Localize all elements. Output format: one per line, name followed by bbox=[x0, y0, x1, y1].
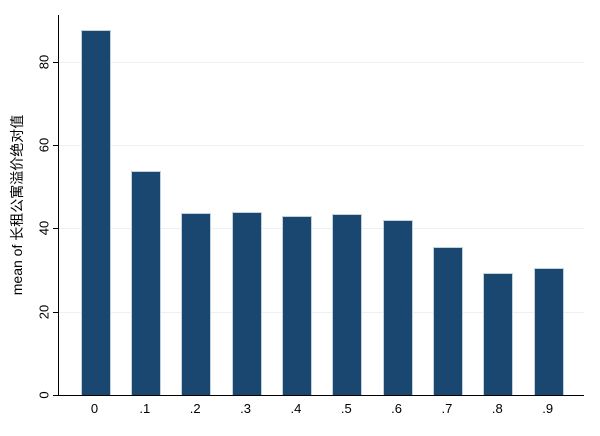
y-tick-label: 40 bbox=[36, 221, 52, 236]
gridline bbox=[59, 311, 584, 313]
y-tick-label: 60 bbox=[36, 137, 52, 153]
x-tick-label: .3 bbox=[240, 401, 251, 416]
x-tick-label: 0 bbox=[90, 401, 99, 416]
y-tick-label: 20 bbox=[36, 304, 52, 319]
x-tick-label: .7 bbox=[441, 401, 453, 416]
y-tick-label: 80 bbox=[36, 54, 52, 69]
x-tick-label: .5 bbox=[340, 401, 352, 416]
bar-.7 bbox=[432, 246, 463, 395]
bar-.9 bbox=[533, 268, 564, 395]
y-tick bbox=[53, 228, 58, 230]
bar-.5 bbox=[332, 214, 363, 395]
y-tick bbox=[53, 395, 58, 396]
bar-.3 bbox=[231, 212, 262, 395]
y-tick-label: 0 bbox=[36, 391, 52, 399]
x-tick-label: .1 bbox=[139, 401, 151, 416]
y-axis-title: mean of 长租公寓溢价绝对值 bbox=[9, 114, 25, 296]
x-tick-label: .4 bbox=[290, 401, 302, 416]
bar-.8 bbox=[483, 272, 514, 395]
x-tick-label: .9 bbox=[542, 401, 554, 416]
y-tick bbox=[53, 311, 58, 313]
y-tick bbox=[53, 145, 58, 146]
bar-.1 bbox=[130, 170, 161, 395]
x-tick-label: .2 bbox=[189, 401, 201, 416]
gridline bbox=[59, 228, 584, 230]
bar-.4 bbox=[281, 215, 312, 395]
plot-area bbox=[58, 15, 584, 396]
y-tick bbox=[53, 61, 58, 63]
bar-.6 bbox=[382, 220, 413, 395]
gridline bbox=[59, 145, 584, 146]
x-tick-label: .6 bbox=[391, 401, 403, 416]
gridline bbox=[59, 61, 584, 63]
bar-0 bbox=[80, 30, 111, 395]
bar-.2 bbox=[181, 212, 212, 395]
x-tick-label: .8 bbox=[491, 401, 503, 416]
